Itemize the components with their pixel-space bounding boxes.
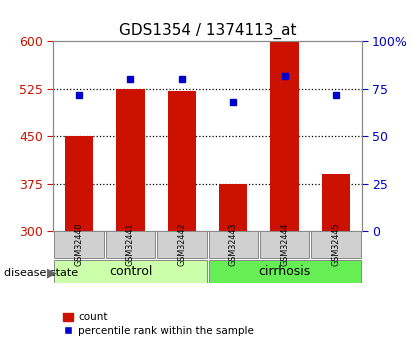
Bar bbox=[65, 136, 93, 231]
Bar bbox=[209, 231, 258, 258]
Bar bbox=[219, 184, 247, 231]
Bar bbox=[311, 231, 360, 258]
Text: control: control bbox=[109, 265, 152, 278]
Title: GDS1354 / 1374113_at: GDS1354 / 1374113_at bbox=[119, 22, 296, 39]
Text: GSM32445: GSM32445 bbox=[332, 223, 340, 266]
Text: GSM32444: GSM32444 bbox=[280, 223, 289, 266]
Bar bbox=[106, 231, 155, 258]
Bar bbox=[209, 259, 361, 283]
Bar bbox=[54, 231, 104, 258]
Text: cirrhosis: cirrhosis bbox=[259, 265, 311, 278]
Text: GSM32443: GSM32443 bbox=[229, 223, 238, 266]
Bar bbox=[157, 231, 206, 258]
Bar bbox=[168, 91, 196, 231]
Bar bbox=[322, 174, 350, 231]
Text: GSM32440: GSM32440 bbox=[75, 223, 83, 266]
Text: ▶: ▶ bbox=[47, 266, 57, 279]
Bar bbox=[54, 259, 206, 283]
Text: GSM32442: GSM32442 bbox=[178, 223, 186, 266]
Bar bbox=[260, 231, 309, 258]
Bar bbox=[270, 41, 299, 231]
Legend: count, percentile rank within the sample: count, percentile rank within the sample bbox=[59, 308, 259, 340]
Bar bbox=[116, 89, 145, 231]
Text: disease state: disease state bbox=[4, 268, 78, 277]
Text: GSM32441: GSM32441 bbox=[126, 223, 135, 266]
